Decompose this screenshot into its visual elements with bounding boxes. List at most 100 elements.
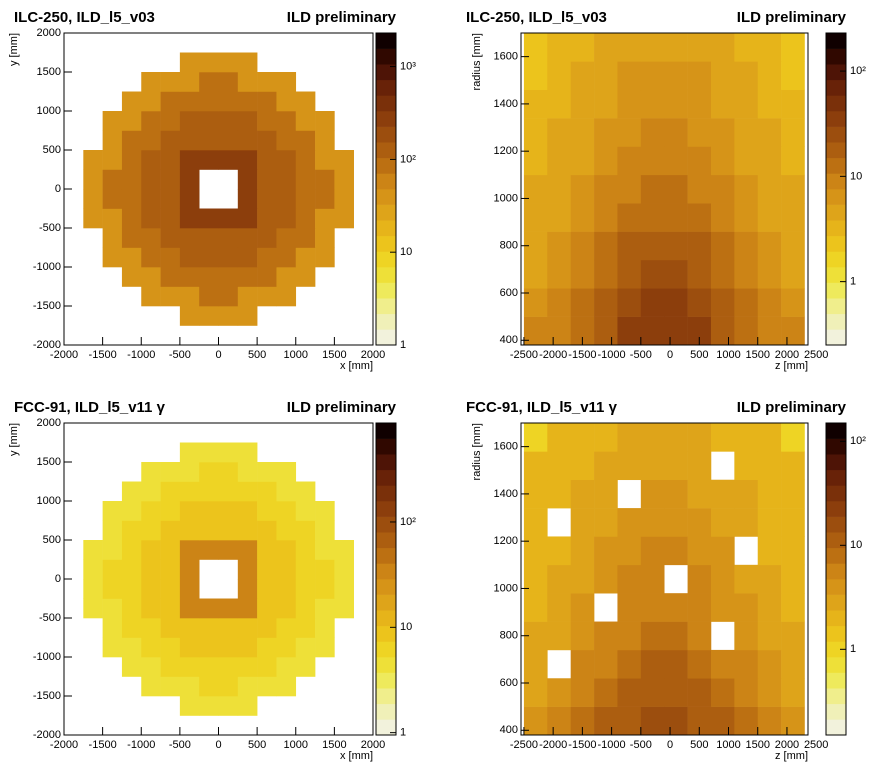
heatmap-cell xyxy=(276,150,297,170)
heatmap-cell xyxy=(121,91,142,112)
heatmap-cell xyxy=(237,579,258,599)
annotation: ILD preliminary xyxy=(287,399,397,416)
heatmap-cell xyxy=(334,169,354,190)
heatmap-cell xyxy=(710,706,735,736)
x-tick-label: 2000 xyxy=(775,349,799,361)
heatmap-cell xyxy=(334,559,354,580)
heatmap-cell xyxy=(640,479,665,509)
x-tick-label: 1000 xyxy=(284,739,308,751)
x-tick-label: 1500 xyxy=(745,739,769,751)
x-tick-label: 1500 xyxy=(322,349,346,361)
heatmap-cell xyxy=(160,130,181,151)
heatmap-cell xyxy=(781,33,805,62)
heatmap-cell xyxy=(734,423,759,452)
heatmap-cell xyxy=(710,593,735,622)
chart-title: FCC-91, ILD_l5_v11 γ xyxy=(14,399,166,416)
heatmap-cell xyxy=(276,130,297,151)
heatmap-cell xyxy=(276,228,297,248)
heatmap-cell xyxy=(523,536,548,566)
heatmap-cell xyxy=(83,150,103,170)
heatmap-cell xyxy=(594,564,618,594)
heatmap-cell xyxy=(102,579,123,599)
heatmap-cell xyxy=(102,637,123,658)
heatmap-cell xyxy=(547,259,571,289)
heatmap-cell xyxy=(315,637,335,658)
colorbar-band xyxy=(826,173,846,190)
colorbar-band xyxy=(376,126,396,143)
heatmap-cell xyxy=(315,540,335,560)
heatmap-cell xyxy=(160,540,181,560)
heatmap-cell xyxy=(640,231,665,261)
heatmap-cell xyxy=(594,231,618,261)
heatmap-cell xyxy=(218,286,239,307)
heatmap-cell xyxy=(257,618,277,638)
heatmap-cell xyxy=(781,174,805,204)
heatmap-cell xyxy=(257,150,277,170)
heatmap-cell xyxy=(617,451,642,481)
heatmap-cell xyxy=(640,649,665,679)
heatmap-cell xyxy=(276,481,297,502)
colorbar-band xyxy=(376,79,396,96)
heatmap-cell xyxy=(121,540,142,560)
heatmap-cell xyxy=(687,706,712,736)
heatmap-cell xyxy=(570,33,595,62)
heatmap-cell xyxy=(218,111,239,131)
heatmap-cell xyxy=(276,91,297,112)
heatmap-cell xyxy=(83,559,103,580)
heatmap-cell xyxy=(257,598,277,619)
heatmap-cell xyxy=(734,316,759,346)
heatmap-cell xyxy=(757,203,782,232)
x-tick-label: -2000 xyxy=(50,739,78,751)
heatmap-cell xyxy=(334,189,354,209)
heatmap-cell xyxy=(664,593,688,622)
heatmap-cell xyxy=(781,508,805,537)
heatmap-cell xyxy=(523,118,548,147)
heatmap-cell xyxy=(160,169,181,190)
y-tick-label: 1000 xyxy=(37,105,61,117)
heatmap-cell xyxy=(237,481,258,502)
heatmap-cell xyxy=(710,678,735,707)
y-tick-label: 600 xyxy=(500,287,518,299)
z-tick-label: 10² xyxy=(400,516,416,528)
heatmap-cell xyxy=(121,150,142,170)
colorbar-band xyxy=(376,95,396,112)
heatmap-cell xyxy=(664,259,688,289)
heatmap-cell xyxy=(160,150,181,170)
heatmap-cell xyxy=(757,33,782,62)
heatmap-cell xyxy=(257,559,277,580)
z-tick-label: 1 xyxy=(400,727,406,739)
heatmap-cell xyxy=(664,61,688,91)
colorbar-band xyxy=(826,189,846,205)
heatmap-cell xyxy=(121,189,142,209)
colorbar-band xyxy=(826,48,846,65)
heatmap-cell xyxy=(664,118,688,147)
heatmap-cell xyxy=(179,169,200,190)
heatmap-cell xyxy=(315,208,335,229)
heatmap-cell xyxy=(237,130,258,151)
heatmap-cell xyxy=(257,130,277,151)
colorbar-band xyxy=(376,454,396,471)
heatmap-cell xyxy=(179,228,200,248)
heatmap-cell xyxy=(664,146,688,176)
y-tick-label: 1000 xyxy=(494,192,518,204)
colorbar-band xyxy=(826,33,846,49)
heatmap-cell xyxy=(594,61,618,91)
heatmap-cell xyxy=(179,657,200,677)
heatmap-cell xyxy=(237,247,258,268)
colorbar-band xyxy=(826,485,846,502)
heatmap-cell xyxy=(664,621,688,651)
heatmap-cell xyxy=(160,189,181,209)
colorbar-frame xyxy=(375,32,397,346)
heatmap-cell xyxy=(734,479,759,509)
heatmap-cell xyxy=(523,593,548,622)
colorbar-band xyxy=(376,485,396,502)
heatmap-cell xyxy=(141,247,161,268)
heatmap-cell xyxy=(179,462,200,482)
colorbar-band xyxy=(826,220,846,237)
heatmap-cell xyxy=(547,146,571,176)
heatmap-cell xyxy=(640,61,665,91)
z-tick-label: 10² xyxy=(850,435,866,447)
colorbar-band xyxy=(826,579,846,595)
heatmap-cell xyxy=(218,501,239,521)
colorbar-band xyxy=(376,204,396,221)
